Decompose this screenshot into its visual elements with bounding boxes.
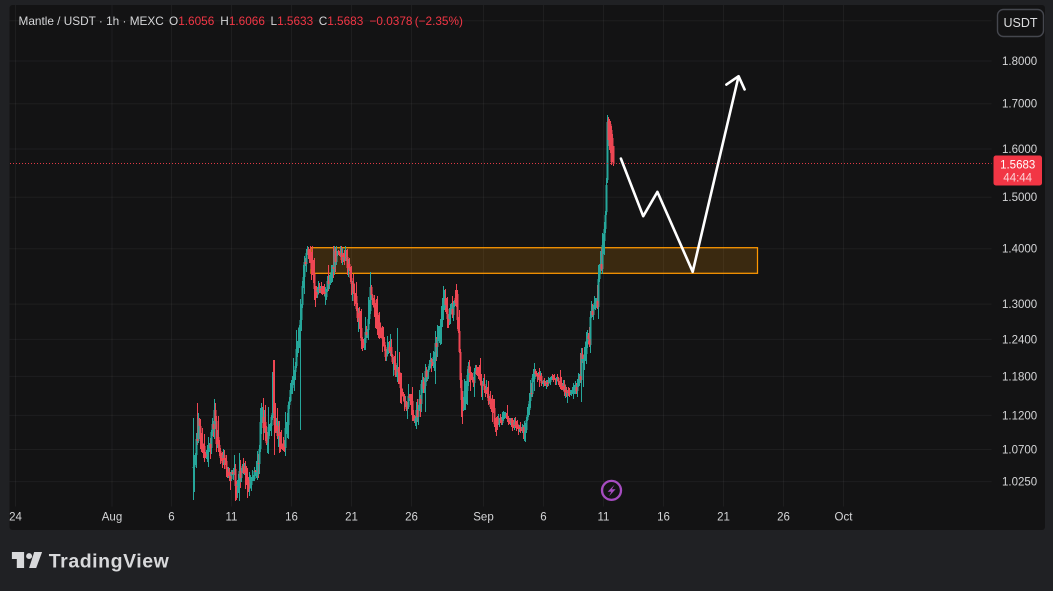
svg-text:L1.5633: L1.5633: [271, 14, 314, 28]
svg-text:16: 16: [285, 512, 298, 524]
svg-text:1.3000: 1.3000: [1002, 299, 1037, 311]
svg-text:−0.0378: −0.0378: [370, 14, 413, 28]
svg-text:6: 6: [168, 512, 174, 524]
svg-text:C1.5683: C1.5683: [319, 14, 364, 28]
svg-text:Aug: Aug: [102, 512, 122, 524]
svg-text:USDT: USDT: [1003, 16, 1037, 30]
svg-text:1.7000: 1.7000: [1002, 99, 1037, 111]
svg-text:1.0250: 1.0250: [1002, 477, 1037, 489]
svg-text:1.6000: 1.6000: [1002, 144, 1037, 156]
svg-text:1.2400: 1.2400: [1002, 334, 1037, 346]
svg-text:Sep: Sep: [473, 512, 493, 524]
svg-text:6: 6: [540, 512, 546, 524]
svg-text:1.4000: 1.4000: [1002, 244, 1037, 256]
svg-text:1.5000: 1.5000: [1002, 192, 1037, 204]
svg-text:11: 11: [226, 512, 238, 524]
svg-text:1.5683: 1.5683: [1000, 159, 1035, 171]
svg-text:1.1800: 1.1800: [1002, 371, 1037, 383]
svg-text:16: 16: [657, 512, 670, 524]
svg-text:21: 21: [717, 512, 730, 524]
svg-text:1.1200: 1.1200: [1002, 410, 1037, 422]
svg-text:H1.6066: H1.6066: [220, 14, 265, 28]
svg-text:26: 26: [405, 512, 418, 524]
svg-text:1.8000: 1.8000: [1002, 56, 1037, 68]
svg-text:O1.6056: O1.6056: [169, 14, 215, 28]
svg-text:26: 26: [777, 512, 790, 524]
svg-text:44:44: 44:44: [1003, 172, 1032, 184]
svg-text:24: 24: [9, 512, 22, 524]
svg-text:(−2.35%): (−2.35%): [415, 14, 463, 28]
svg-text:11: 11: [598, 512, 610, 524]
svg-text:TradingView: TradingView: [49, 550, 170, 572]
svg-text:Mantle / USDT · 1h · MEXC: Mantle / USDT · 1h · MEXC: [19, 14, 165, 28]
svg-text:1.0700: 1.0700: [1002, 445, 1037, 457]
svg-text:21: 21: [345, 512, 358, 524]
svg-text:Oct: Oct: [835, 512, 854, 524]
